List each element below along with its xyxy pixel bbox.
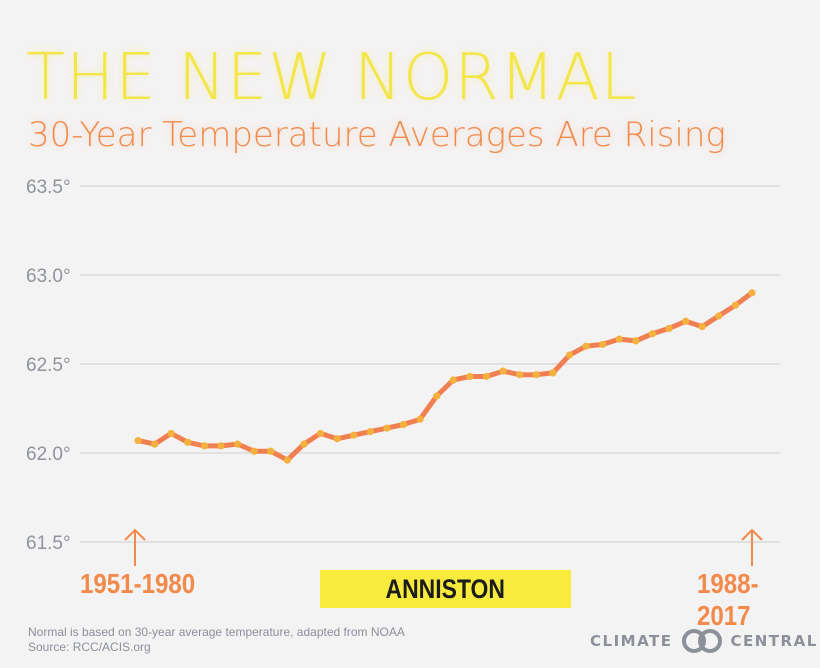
data-point <box>316 429 325 438</box>
data-point <box>482 372 491 381</box>
data-point <box>333 435 341 443</box>
location-label: ANNISTON <box>385 573 506 604</box>
logo-text-left: CLIMATE <box>590 632 673 650</box>
data-point <box>300 440 308 448</box>
climate-central-rings-icon <box>681 629 722 653</box>
data-point <box>267 447 275 455</box>
data-point <box>150 440 159 448</box>
data-point <box>499 367 507 375</box>
x-end-label: 1988-2017 <box>697 568 759 631</box>
data-point <box>731 301 740 309</box>
data-point <box>466 372 474 381</box>
data-point <box>516 371 524 379</box>
footnote-method: Normal is based on 30-year average tempe… <box>28 625 405 639</box>
data-point <box>416 415 424 423</box>
data-point <box>283 456 291 464</box>
start-period-arrow-icon <box>124 528 146 566</box>
data-point <box>383 424 391 432</box>
data-point <box>648 330 657 338</box>
data-point <box>632 337 640 345</box>
page-title: THE NEW NORMAL <box>26 41 638 115</box>
page-subtitle: 30-Year Temperature Averages Are Rising <box>28 115 726 155</box>
y-tick-label: 62.5° <box>26 355 71 376</box>
data-point <box>350 431 358 439</box>
y-tick-label: 62.0° <box>26 444 71 465</box>
data-point <box>184 438 192 446</box>
data-point <box>532 371 540 379</box>
data-point <box>698 323 706 331</box>
data-point <box>715 312 723 320</box>
data-point <box>449 376 457 384</box>
data-point <box>665 324 673 332</box>
data-point <box>615 335 623 343</box>
data-point <box>250 447 258 455</box>
climate-central-logo: CLIMATE CENTRAL <box>590 628 818 654</box>
data-point <box>748 289 756 297</box>
data-point <box>233 440 242 448</box>
data-point <box>366 428 374 436</box>
y-tick-label: 61.5° <box>26 533 71 554</box>
data-point <box>565 351 574 359</box>
data-point <box>134 436 142 445</box>
data-point <box>582 342 590 350</box>
footnote-source: Source: RCC/ACIS.org <box>28 640 151 654</box>
y-tick-label: 63.5° <box>26 177 71 198</box>
location-badge: ANNISTON <box>320 570 571 608</box>
data-point <box>549 369 557 377</box>
data-point <box>433 392 441 400</box>
end-period-arrow-icon <box>741 528 763 566</box>
logo-text-right: CENTRAL <box>730 632 818 650</box>
series-line <box>135 290 755 463</box>
y-tick-label: 63.0° <box>26 266 71 287</box>
data-point <box>399 420 408 429</box>
footnote: Normal is based on 30-year average tempe… <box>28 625 405 655</box>
data-point <box>217 442 225 450</box>
data-point <box>599 340 607 349</box>
x-start-label: 1951-1980 <box>80 568 196 599</box>
data-point <box>200 442 208 450</box>
data-point <box>167 429 175 438</box>
data-point <box>682 317 690 325</box>
